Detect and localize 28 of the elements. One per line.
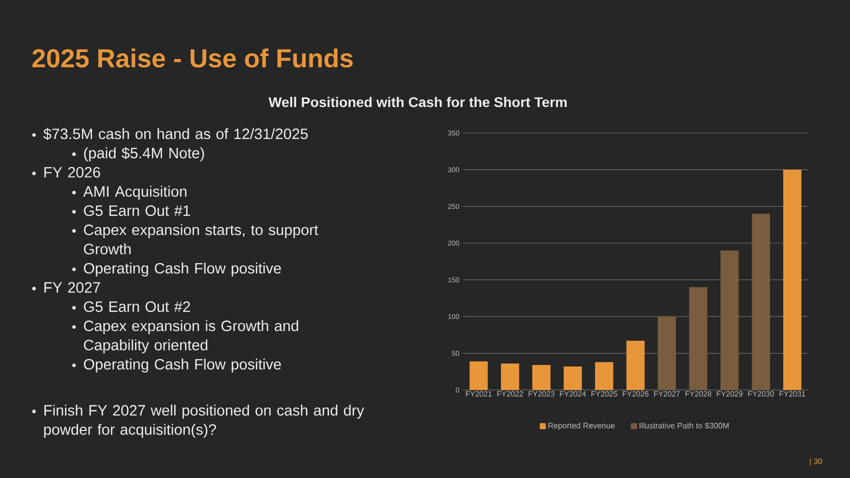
text: Operating Cash Flow positive: [84, 262, 281, 277]
text: AMI Acquisition: [83, 186, 186, 200]
bar: [500, 364, 520, 390]
bar: [658, 316, 676, 390]
text: Finish FY 2027 well positioned on cash and dry powder for acquisition(s)?: [44, 404, 364, 438]
bar: [689, 287, 708, 390]
bar: [720, 250, 739, 390]
text: G5 Earn Out #1: [84, 205, 190, 216]
text: G5 Earn Out #2: [84, 301, 190, 312]
text: | 30: [810, 458, 822, 466]
bar: [532, 365, 551, 390]
bar: [470, 361, 488, 390]
text: FY 2027: [44, 282, 100, 293]
text: Capex expansion is Growth and Capability oriented: [84, 320, 298, 354]
bar: [595, 362, 614, 390]
text: Operating Cash Flow positive: [84, 358, 281, 373]
text: FY 2026: [44, 166, 100, 178]
chart-subtitle: Well Positioned with Cash for the Short Term: [268, 96, 567, 108]
bar: [752, 214, 770, 390]
text: (paid $5.4M Note): [84, 147, 204, 162]
text: 2025 Raise - Use of Funds: [32, 48, 353, 68]
bar: [626, 340, 645, 390]
text: Capex expansion starts, to support Growth: [84, 224, 318, 254]
bar: [783, 170, 802, 390]
legend-label: Illustrative Path to $300M: [640, 422, 729, 429]
legend-label: Reported Revenue: [548, 422, 615, 430]
bar: [564, 366, 582, 390]
text: $73.5M cash on hand as of 12/31/2025: [43, 128, 308, 140]
